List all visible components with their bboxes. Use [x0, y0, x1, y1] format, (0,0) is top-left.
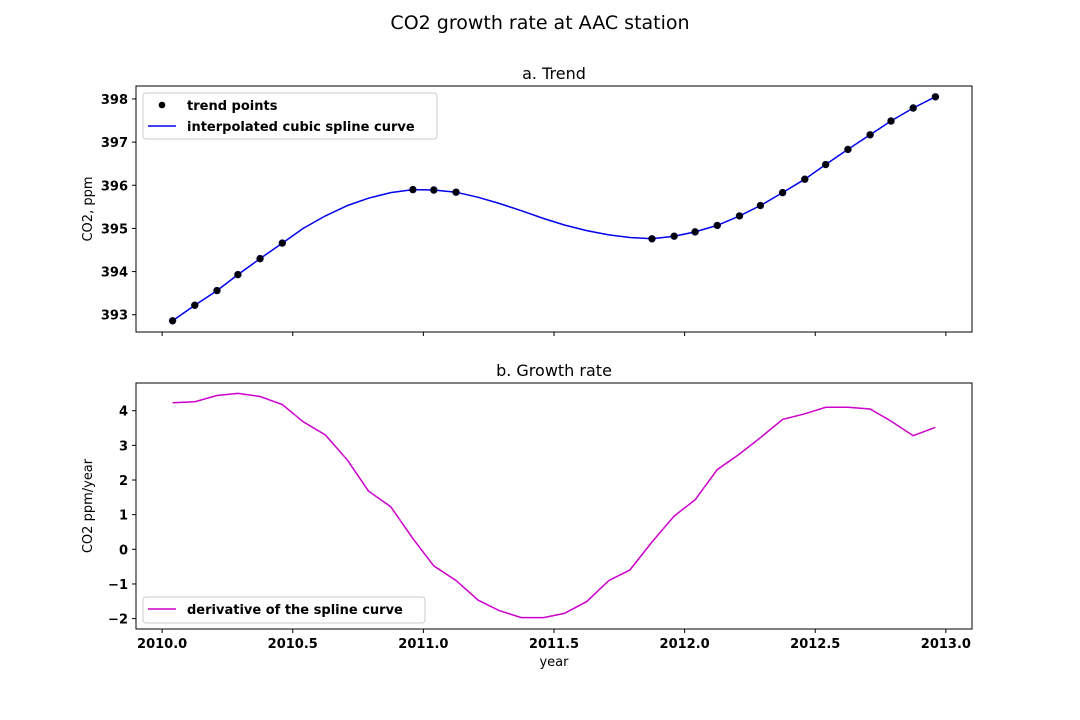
- trend-point: [168, 317, 177, 325]
- trend-ylabel: CO2, ppm: [81, 176, 96, 241]
- panel-trend: a. Trend 393 394 395 396 397 398 CO2, ppm trend …: [81, 64, 973, 336]
- trend-point: [887, 117, 895, 125]
- growth-rate-subtitle: b. Growth rate: [496, 361, 612, 380]
- trend-point: [735, 212, 744, 220]
- growth-rate-xtick-label: 2013.0: [921, 637, 971, 652]
- trend-point: [691, 228, 699, 236]
- trend-point: [909, 104, 917, 112]
- trend-point: [670, 232, 678, 240]
- trend-point: [778, 188, 787, 197]
- growth-rate-ytick-label: 1: [119, 509, 128, 524]
- trend-point: [278, 239, 286, 247]
- growth-legend-box: [142, 596, 426, 624]
- trend-point: [256, 254, 264, 263]
- trend-point: [866, 131, 874, 139]
- growth-rate-ytick-label: −2: [108, 613, 128, 628]
- trend-point: [234, 270, 242, 279]
- figure-title: CO2 growth rate at AAC station: [390, 12, 689, 34]
- growth-rate-xtick-label: 2010.0: [137, 637, 187, 652]
- derivative-line: [172, 392, 936, 619]
- spline-curve-line: [172, 96, 936, 322]
- growth-rate-ytick-label: 2: [119, 474, 128, 489]
- trend-point: [430, 186, 438, 194]
- trend-point: [801, 175, 809, 183]
- growth-rate-ytick-label: 4: [119, 405, 128, 420]
- trend-axes-frame: [135, 85, 973, 333]
- trend-point: [213, 286, 221, 295]
- growth-rate-xtick-label: 2012.5: [790, 637, 840, 652]
- trend-point: [822, 160, 830, 169]
- growth-rate-xtick-label: 2010.5: [268, 637, 318, 652]
- trend-ytick-label: 397: [101, 136, 128, 151]
- growth-rate-xtick-label: 2011.0: [398, 637, 448, 652]
- panel-growth-rate: b. Growth rate −2 −1 0 1 2 3 4 2010.0 2010.5 2011.…: [81, 361, 973, 670]
- trend-point: [191, 301, 199, 309]
- growth-rate-ytick-label: 0: [119, 543, 128, 558]
- trend-ytick-label: 398: [101, 93, 128, 108]
- trend-point: [844, 145, 852, 154]
- growth-rate-ytick-label: 3: [119, 439, 128, 454]
- trend-point: [713, 221, 721, 230]
- trend-point: [452, 188, 460, 196]
- growth-rate-ytick-label: −1: [108, 578, 128, 593]
- trend-ytick-label: 393: [101, 309, 128, 324]
- growth-rate-xtick-label: 2011.5: [529, 637, 579, 652]
- trend-subtitle: a. Trend: [522, 64, 586, 83]
- legend-derivative-label: derivative of the spline curve: [187, 603, 403, 618]
- trend-point: [409, 185, 417, 194]
- trend-ytick-label: 396: [101, 179, 128, 194]
- trend-point: [648, 235, 656, 243]
- legend-trend-points-label: trend points: [187, 99, 278, 114]
- growth-rate-ylabel: CO2 ppm/year: [81, 458, 96, 553]
- growth-rate-xtick-label: 2012.0: [660, 637, 710, 652]
- trend-ytick-label: 394: [101, 266, 128, 281]
- growth-rate-axes-frame: [135, 382, 973, 630]
- trend-ytick-label: 395: [101, 222, 128, 237]
- growth-rate-xlabel: year: [539, 655, 569, 670]
- trend-point: [931, 93, 940, 101]
- trend-point: [756, 201, 765, 210]
- legend-trend-points-marker: [158, 101, 166, 109]
- trend-legend-box: [142, 92, 438, 140]
- legend-spline-label: interpolated cubic spline curve: [187, 120, 415, 135]
